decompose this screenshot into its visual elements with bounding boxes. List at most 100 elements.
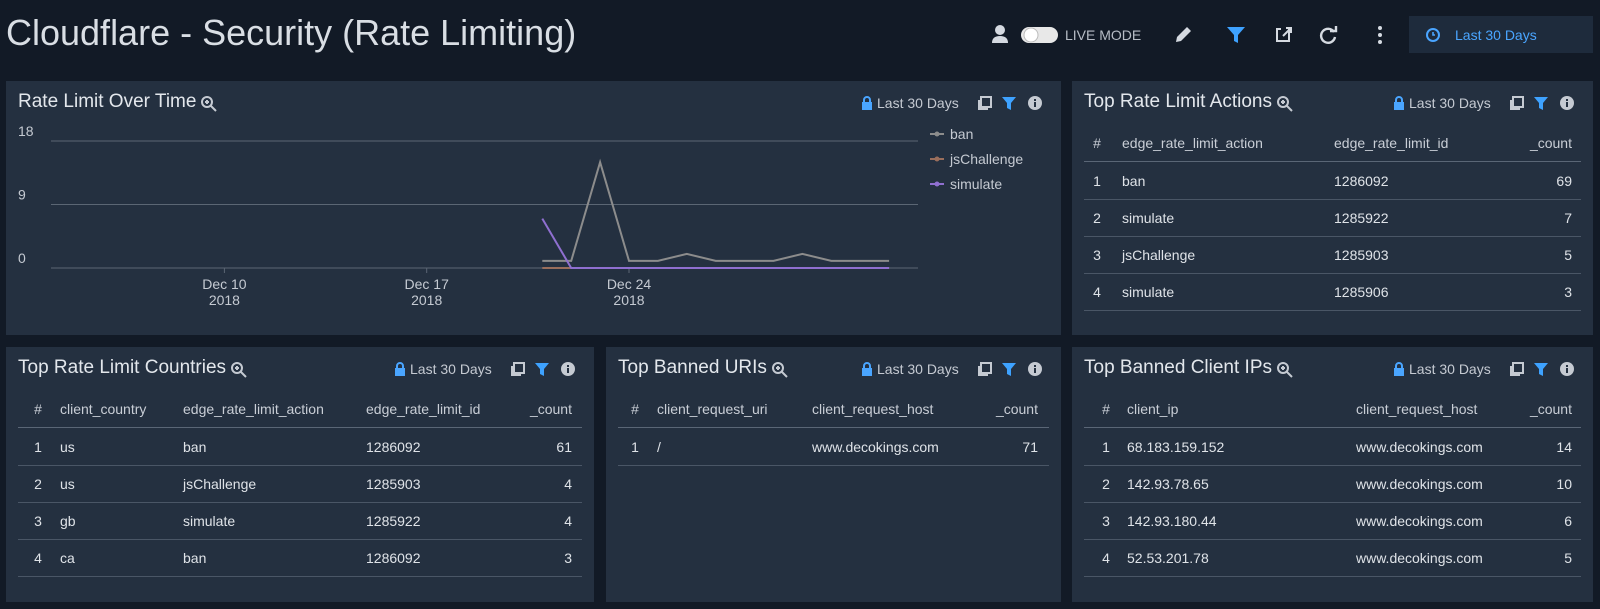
details-icon[interactable]: [1509, 95, 1525, 111]
column-header: client_request_host: [1356, 401, 1478, 417]
x-tick-label: Dec 24 2018: [607, 276, 652, 308]
filter-button[interactable]: [1225, 24, 1247, 46]
zoom-icon[interactable]: [200, 95, 218, 113]
column-header: client_request_uri: [657, 401, 768, 417]
table-cell: gb: [60, 513, 76, 529]
table-cell: 10: [1556, 476, 1572, 492]
table-cell: 1286092: [366, 439, 421, 455]
details-icon[interactable]: [977, 361, 993, 377]
panel-title: Top Rate Limit Actions: [1084, 91, 1272, 112]
table-cell: 7: [1564, 210, 1572, 226]
info-icon[interactable]: [560, 361, 576, 377]
table-cell: 1: [631, 439, 639, 455]
panel: Top Rate Limit Actions Last 30 Days # edge_…: [1072, 81, 1593, 335]
filter-icon[interactable]: [1001, 361, 1017, 377]
row-divider: [1084, 539, 1581, 540]
table-cell: www.decokings.com: [1356, 513, 1483, 529]
more-button[interactable]: [1372, 24, 1388, 46]
lock-icon: [1394, 96, 1404, 110]
edit-button[interactable]: [1172, 24, 1194, 46]
table-cell: us: [60, 476, 75, 492]
details-icon[interactable]: [1509, 361, 1525, 377]
zoom-icon[interactable]: [1276, 95, 1294, 113]
table-cell: 52.53.201.78: [1127, 550, 1209, 566]
filter-icon[interactable]: [534, 361, 550, 377]
table-cell: 4: [564, 476, 572, 492]
time-range-button[interactable]: Last 30 Days: [1409, 16, 1593, 53]
panel: Rate Limit Over Time Last 30 Days 0 9 18 Dec …: [6, 81, 1061, 335]
table-cell: 1: [1093, 173, 1101, 189]
row-divider: [18, 576, 582, 577]
table-cell: www.decokings.com: [1356, 439, 1483, 455]
column-header: _count: [529, 401, 572, 417]
zoom-icon[interactable]: [771, 361, 789, 379]
table-cell: 1285903: [1334, 247, 1389, 263]
y-tick-label: 9: [18, 187, 26, 203]
row-divider: [1084, 236, 1581, 237]
table-cell: 4: [34, 550, 42, 566]
dashboard-title: Cloudflare - Security (Rate Limiting): [6, 12, 577, 53]
table-cell: 14: [1556, 439, 1572, 455]
refresh-button[interactable]: [1317, 24, 1339, 46]
column-header: _count: [1529, 135, 1572, 151]
legend-label[interactable]: ban: [950, 126, 973, 142]
filter-icon[interactable]: [1001, 95, 1017, 111]
legend-label[interactable]: jsChallenge: [949, 151, 1023, 167]
lock-icon: [1394, 362, 1404, 376]
table-cell: 69: [1556, 173, 1572, 189]
lock-icon: [862, 362, 872, 376]
table-cell: 1285906: [1334, 284, 1389, 300]
table-cell: www.decokings.com: [812, 439, 939, 455]
details-icon[interactable]: [510, 361, 526, 377]
table-cell: 61: [556, 439, 572, 455]
x-tick-label: Dec 17 2018: [405, 276, 450, 308]
table-cell: ban: [183, 550, 207, 566]
panel-time-range: Last 30 Days: [1409, 95, 1491, 111]
column-header: edge_rate_limit_id: [1334, 135, 1449, 151]
table-cell: 2: [34, 476, 42, 492]
filter-icon[interactable]: [1533, 95, 1549, 111]
live-mode-toggle[interactable]: [1020, 24, 1060, 46]
zoom-icon[interactable]: [230, 361, 248, 379]
time-range-label: Last 30 Days: [1455, 27, 1537, 43]
table-cell: 1: [34, 439, 42, 455]
table-cell: 4: [564, 513, 572, 529]
table-cell: 2: [1093, 210, 1101, 226]
table-cell: 1285922: [366, 513, 421, 529]
legend-marker: [934, 181, 940, 187]
table-cell: 71: [1022, 439, 1038, 455]
column-header: edge_rate_limit_action: [183, 401, 324, 417]
panel-title: Rate Limit Over Time: [18, 91, 197, 112]
zoom-icon[interactable]: [1276, 361, 1294, 379]
header-divider: [618, 427, 1049, 428]
table-cell: 5: [1564, 247, 1572, 263]
table-cell: 3: [564, 550, 572, 566]
header-divider: [1084, 427, 1581, 428]
table-cell: 1285903: [366, 476, 421, 492]
row-divider: [1084, 576, 1581, 577]
table-cell: 142.93.180.44: [1127, 513, 1217, 529]
column-header: client_request_host: [812, 401, 934, 417]
filter-icon[interactable]: [1533, 361, 1549, 377]
info-icon[interactable]: [1027, 361, 1043, 377]
panel-title: Top Rate Limit Countries: [18, 357, 227, 378]
row-divider: [18, 465, 582, 466]
column-header: #: [631, 401, 639, 417]
info-icon[interactable]: [1027, 95, 1043, 111]
table-cell: 68.183.159.152: [1127, 439, 1225, 455]
share-button[interactable]: [1273, 24, 1295, 46]
table-cell: 1285922: [1334, 210, 1389, 226]
info-icon[interactable]: [1559, 361, 1575, 377]
row-divider: [18, 539, 582, 540]
lock-icon: [862, 96, 872, 110]
table-cell: 6: [1564, 513, 1572, 529]
header-divider: [18, 427, 582, 428]
legend-label[interactable]: simulate: [950, 176, 1002, 192]
info-icon[interactable]: [1559, 95, 1575, 111]
panel-time-range: Last 30 Days: [877, 95, 959, 111]
table-cell: ban: [183, 439, 207, 455]
panel: Top Banned Client IPs Last 30 Days # client…: [1072, 347, 1593, 602]
details-icon[interactable]: [977, 95, 993, 111]
row-divider: [18, 502, 582, 503]
